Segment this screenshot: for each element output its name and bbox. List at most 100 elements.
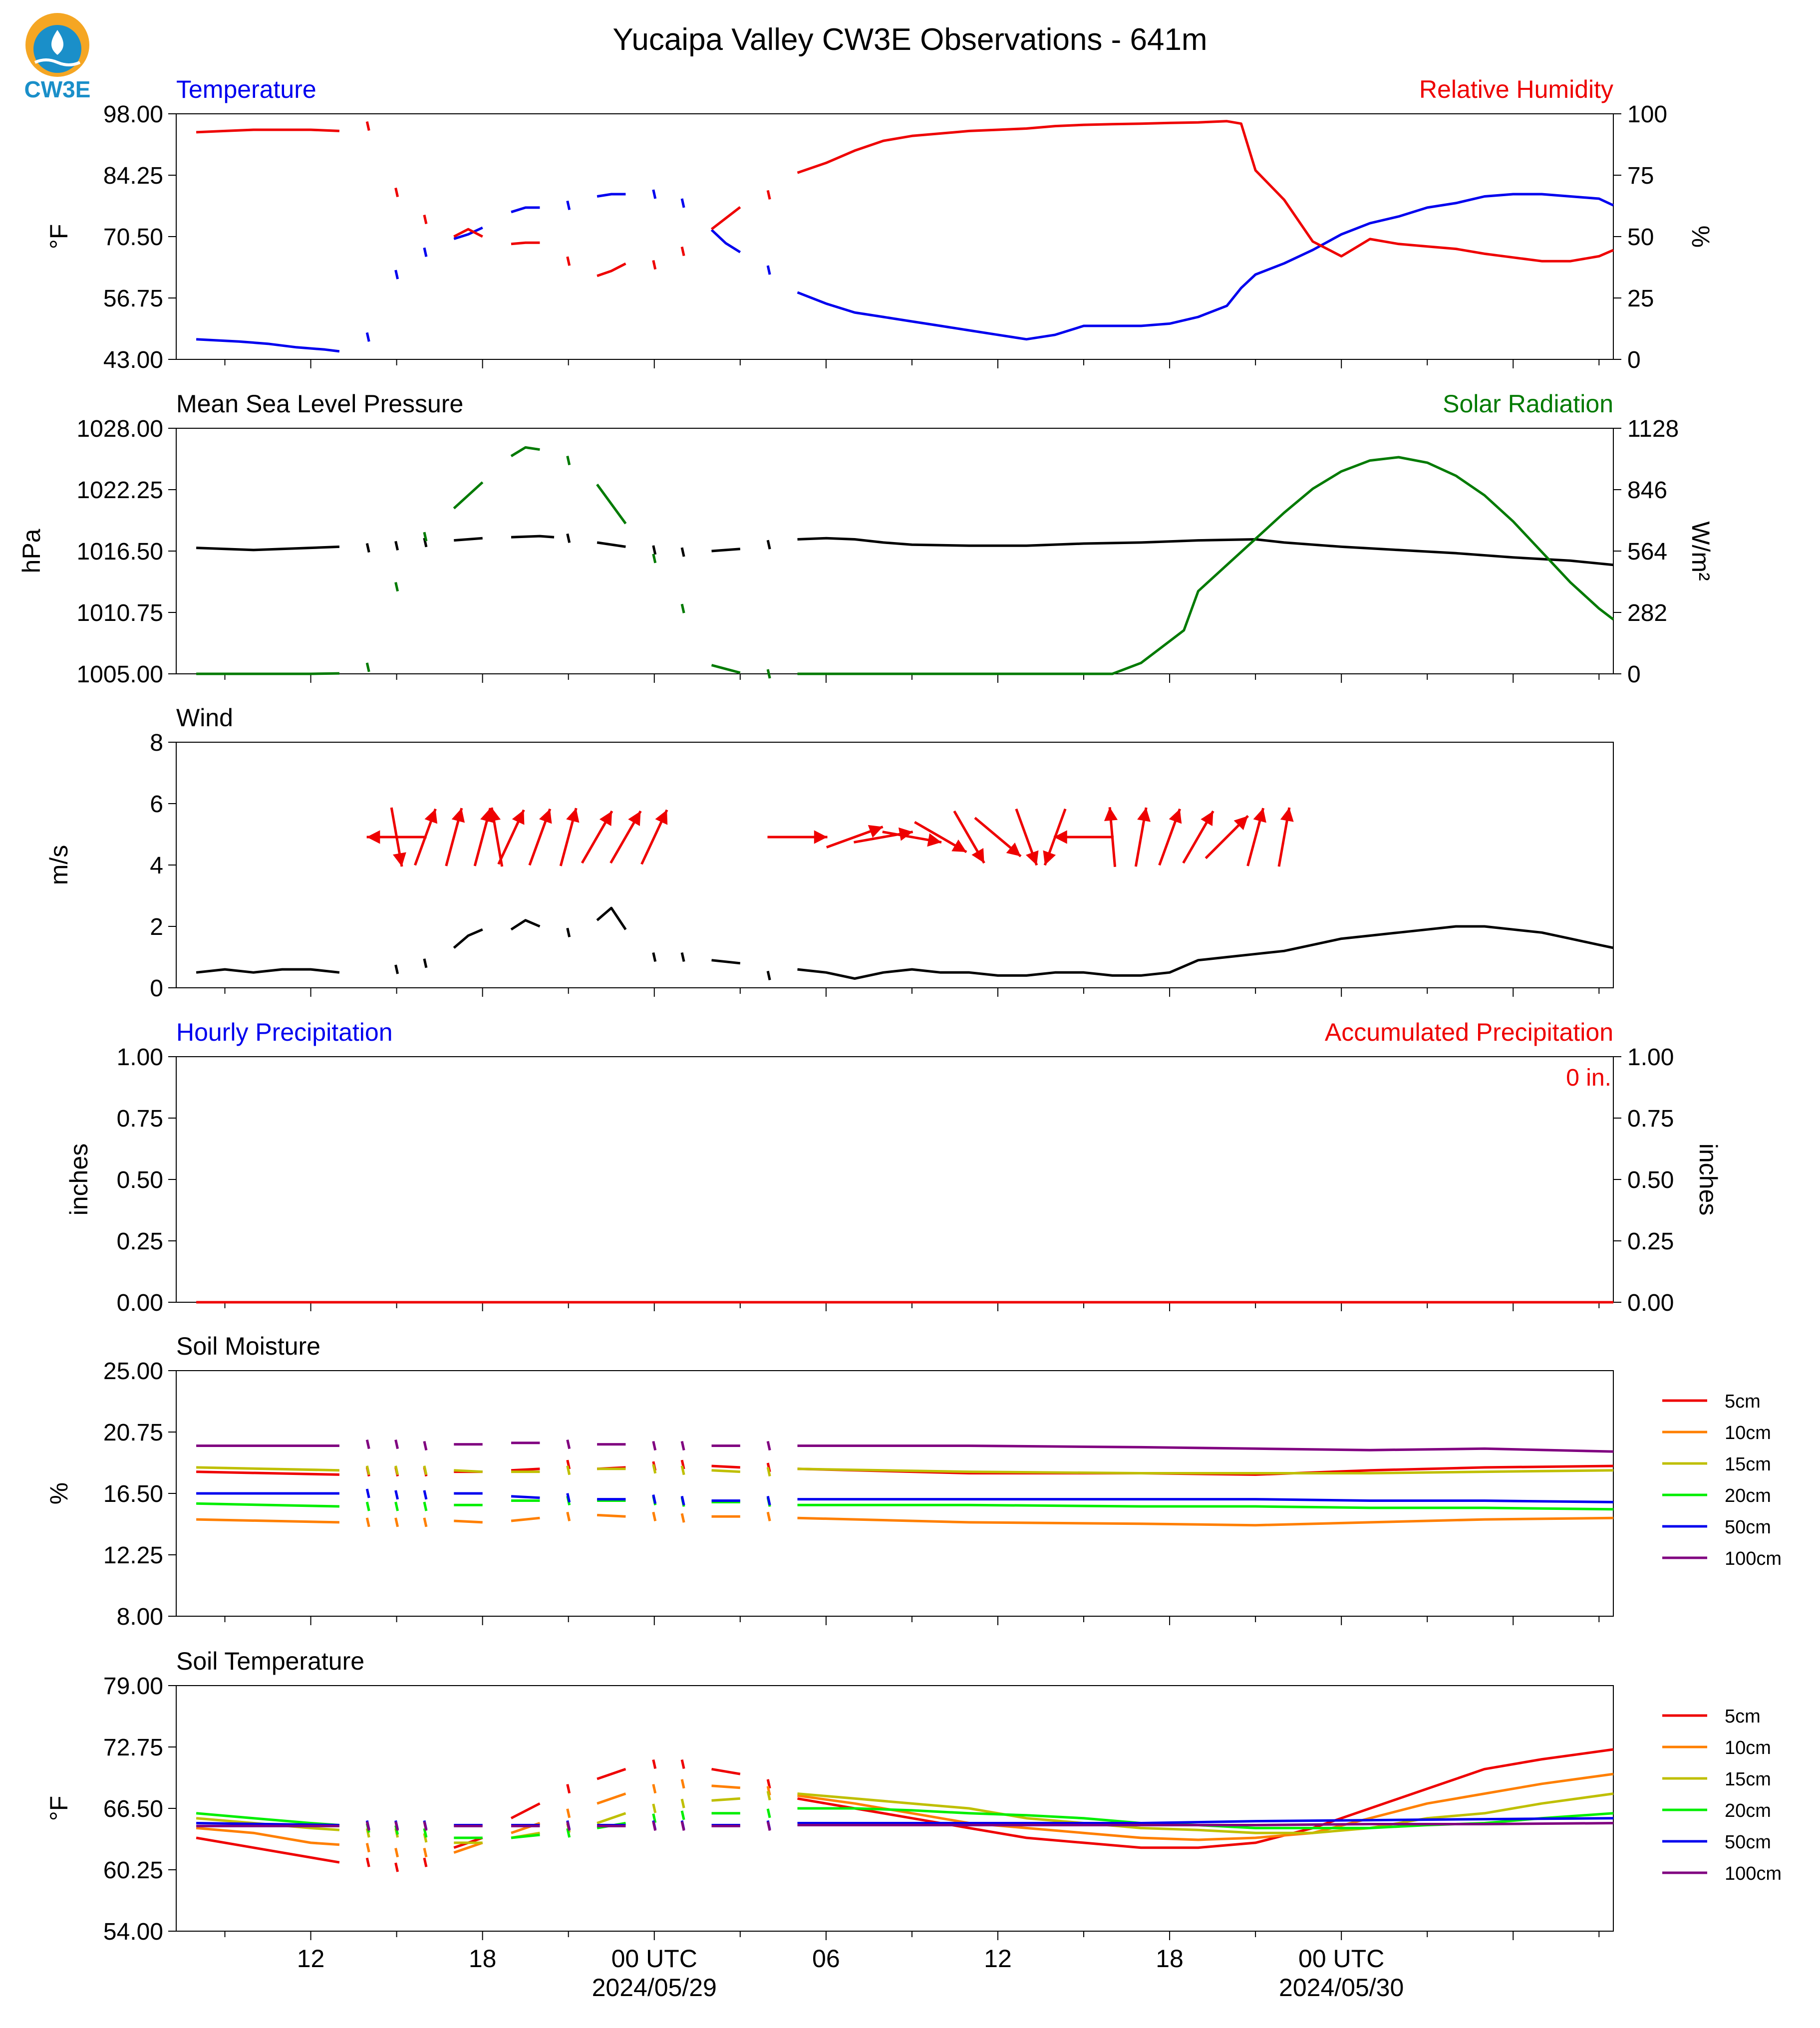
series-solar-radiation-line — [196, 672, 339, 675]
series-50cm-point — [652, 1494, 657, 1504]
y-tick-label: 43.00 — [103, 347, 163, 373]
wind-arrow-head — [1054, 830, 1067, 844]
series-solar-radiation-line — [711, 664, 741, 674]
y-axis-label: °F — [45, 224, 73, 250]
series-solar-radiation-line — [453, 481, 484, 510]
series-15cm-line — [196, 1466, 339, 1472]
series-mean-sea-level-pressure-point — [423, 538, 428, 548]
series-wind-speed-line — [510, 919, 541, 931]
panel-2: Wind 8 6 4 2 0 m/s — [45, 704, 1614, 1002]
y-right-tick-label: 0.25 — [1627, 1228, 1674, 1255]
series-5cm-line — [797, 1748, 1614, 1849]
series-20cm-point — [423, 1828, 428, 1838]
y-axis-label: hPa — [17, 529, 45, 573]
panel-4: Soil Moisture 25.00 20.75 16.50 12.25 8.00% 5c… — [45, 1332, 1782, 1630]
wind-arrow-head — [868, 825, 883, 838]
series-mean-sea-level-pressure-point — [394, 541, 399, 551]
series-10cm-line — [453, 1841, 483, 1854]
series-20cm-point — [652, 1813, 657, 1823]
series-solar-radiation-point — [766, 669, 771, 679]
wind-arrow-head — [1137, 807, 1151, 822]
y-tick-label: 0.25 — [117, 1228, 163, 1255]
series-20cm-point — [365, 1501, 370, 1511]
wind-arrow-head — [1253, 808, 1266, 823]
series-50cm-line — [797, 1498, 1614, 1503]
series-mean-sea-level-pressure-line — [597, 541, 626, 548]
series-20cm-point — [423, 1501, 428, 1511]
series-50cm-line — [196, 1822, 339, 1826]
series-10cm-point — [652, 1511, 657, 1521]
wind-arrow-head — [951, 839, 967, 852]
series-15cm-line — [797, 1467, 1614, 1474]
legend-label: 15cm — [1725, 1769, 1771, 1790]
legend-label: 50cm — [1725, 1517, 1771, 1538]
series-15cm-line — [797, 1792, 1614, 1834]
y-tick-label: 72.75 — [103, 1735, 163, 1761]
y-right-tick-label: 0.75 — [1627, 1106, 1674, 1132]
series-15cm-point — [566, 1465, 571, 1475]
x-tick-label: 12 — [297, 1945, 325, 1973]
series-15cm-line — [597, 1812, 626, 1824]
series-solar-radiation-line — [797, 456, 1614, 675]
series-solar-radiation-point — [680, 603, 685, 613]
panel-1: Mean Sea Level Pressure Solar Radiation 10… — [17, 390, 1715, 688]
wind-arrow-head — [1233, 816, 1248, 831]
series-wind-speed-point — [394, 964, 399, 974]
series-mean-sea-level-pressure-point — [566, 533, 571, 543]
y-right-axis-label: inches — [1694, 1144, 1722, 1216]
legend-label: 50cm — [1725, 1832, 1771, 1853]
series-50cm-point — [566, 1493, 571, 1503]
panel-title: Soil Moisture — [176, 1332, 320, 1360]
y-tick-label: 1.00 — [117, 1044, 163, 1071]
y-tick-label: 0.00 — [117, 1290, 163, 1316]
series-mean-sea-level-pressure-point — [652, 545, 657, 555]
series-15cm-line — [711, 1797, 740, 1802]
y-right-tick-label: 0.00 — [1627, 1290, 1674, 1316]
series-temperature-point — [566, 200, 571, 210]
series-temperature-point — [652, 189, 657, 199]
series-wind-speed-line — [596, 906, 627, 930]
series-wind-speed-line — [196, 968, 340, 974]
series-10cm-point — [766, 1511, 771, 1521]
series-10cm-line — [511, 1516, 540, 1522]
y-right-tick-label: 282 — [1627, 600, 1667, 626]
y-tick-label: 25.00 — [103, 1358, 163, 1385]
series-20cm-point — [680, 1810, 685, 1820]
series-100cm-point — [423, 1441, 428, 1451]
series-relative-humidity-line — [597, 262, 626, 278]
series-50cm-line — [797, 1817, 1614, 1824]
series-100cm-point — [423, 1821, 428, 1831]
series-5cm-line — [711, 1464, 740, 1469]
figure-title: Yucaipa Valley CW3E Observations - 641m — [612, 22, 1207, 57]
series-mean-sea-level-pressure-line — [454, 537, 483, 542]
wind-arrow-head — [1104, 807, 1118, 822]
series-solar-radiation-line — [596, 484, 627, 525]
y-right-axis-label: W/m² — [1687, 521, 1715, 580]
y-tick-label: 1010.75 — [76, 600, 163, 626]
series-mean-sea-level-pressure-line — [511, 535, 555, 539]
y-tick-label: 60.25 — [103, 1857, 163, 1884]
panel-title: Hourly Precipitation — [176, 1018, 393, 1046]
series-20cm-line — [797, 1503, 1614, 1511]
wind-arrow-head — [424, 809, 438, 824]
x-tick-label: 18 — [469, 1945, 497, 1973]
series-5cm-line — [196, 1836, 340, 1864]
series-100cm-point — [566, 1440, 571, 1449]
series-100cm-point — [365, 1821, 370, 1831]
y-axis-label: % — [45, 1482, 73, 1504]
x-tick-label: 00 UTC — [611, 1945, 697, 1973]
legend-label: 10cm — [1725, 1423, 1771, 1444]
y-tick-label: 2 — [150, 914, 163, 940]
series-temperature-line — [710, 229, 741, 254]
x-tick-label: 12 — [984, 1945, 1012, 1973]
series-10cm-line — [711, 1784, 740, 1789]
y-axis-label: inches — [65, 1144, 93, 1216]
series-50cm-point — [423, 1490, 428, 1500]
y-tick-label: 66.50 — [103, 1796, 163, 1822]
series-solar-radiation-point — [365, 662, 370, 672]
series-wind-speed-line — [453, 928, 483, 949]
series-100cm-point — [566, 1821, 571, 1831]
y-tick-label: 4 — [150, 853, 163, 879]
series-5cm-point — [652, 1759, 657, 1769]
wind-arrow-head — [1280, 807, 1294, 822]
